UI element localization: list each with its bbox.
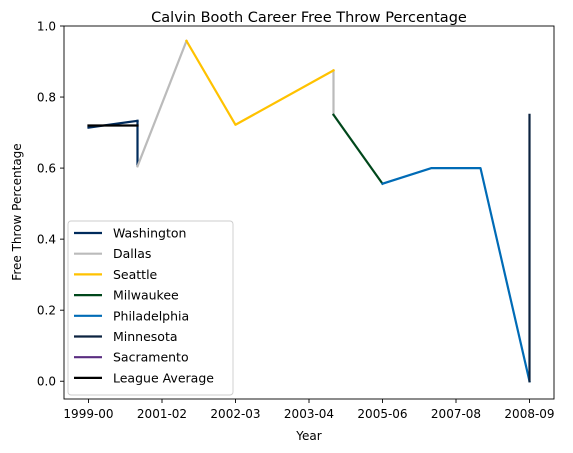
- x-axis-ticks: 1999-00 2001-02 2002-03 2003-04 2005-06 2007-…: [63, 399, 555, 421]
- y-tick-label: 1.0: [37, 20, 56, 34]
- legend-item-sacramento: Sacramento: [74, 350, 189, 365]
- legend: Washington Dallas Seattle Milwaukee Philadel…: [67, 220, 234, 396]
- x-tick-label: 2001-02: [137, 407, 187, 421]
- y-tick-label: 0.8: [37, 91, 56, 105]
- legend-item-milwaukee: Milwaukee: [74, 288, 179, 303]
- y-tick-label: 0.2: [37, 304, 56, 318]
- legend-label: League Average: [113, 370, 214, 385]
- series-line-milwaukee: [331, 113, 385, 186]
- chart-title: Calvin Booth Career Free Throw Percentag…: [151, 10, 467, 26]
- legend-item-minnesota: Minnesota: [74, 329, 178, 344]
- y-tick-label: 0.4: [37, 233, 56, 247]
- x-tick-label: 2008-09: [504, 407, 554, 421]
- legend-label: Washington: [113, 226, 186, 241]
- legend-item-dallas: Dallas: [74, 246, 151, 261]
- x-tick-label: 2002-03: [210, 407, 260, 421]
- y-tick-label: 0.6: [37, 162, 56, 176]
- x-tick-label: 2005-06: [357, 407, 407, 421]
- series-line-philadelphia: [381, 167, 531, 383]
- x-tick-label: 1999-00: [63, 407, 113, 421]
- legend-item-philadelphia: Philadelphia: [74, 308, 189, 323]
- legend-box: [67, 220, 234, 396]
- x-axis-label: Year: [295, 429, 321, 443]
- series-line-seattle: [184, 39, 335, 126]
- legend-label: Philadelphia: [113, 308, 189, 323]
- x-tick-label: 2003-04: [284, 407, 334, 421]
- legend-label: Minnesota: [113, 329, 178, 344]
- y-axis-label: Free Throw Percentage: [10, 143, 24, 280]
- series-line-dallas: [136, 39, 188, 168]
- legend-item-league-average: League Average: [74, 370, 214, 385]
- y-tick-label: 0.0: [37, 375, 56, 389]
- x-tick-label: 2007-08: [431, 407, 481, 421]
- legend-label: Sacramento: [113, 350, 189, 365]
- legend-label: Milwaukee: [113, 288, 179, 303]
- legend-label: Seattle: [113, 267, 158, 282]
- legend-item-washington: Washington: [74, 226, 186, 241]
- legend-item-seattle: Seattle: [74, 267, 158, 282]
- legend-label: Dallas: [113, 246, 151, 261]
- plot-area: [87, 39, 531, 383]
- y-axis-ticks: 0.0 0.2 0.4 0.6 0.8 1.0: [37, 20, 64, 389]
